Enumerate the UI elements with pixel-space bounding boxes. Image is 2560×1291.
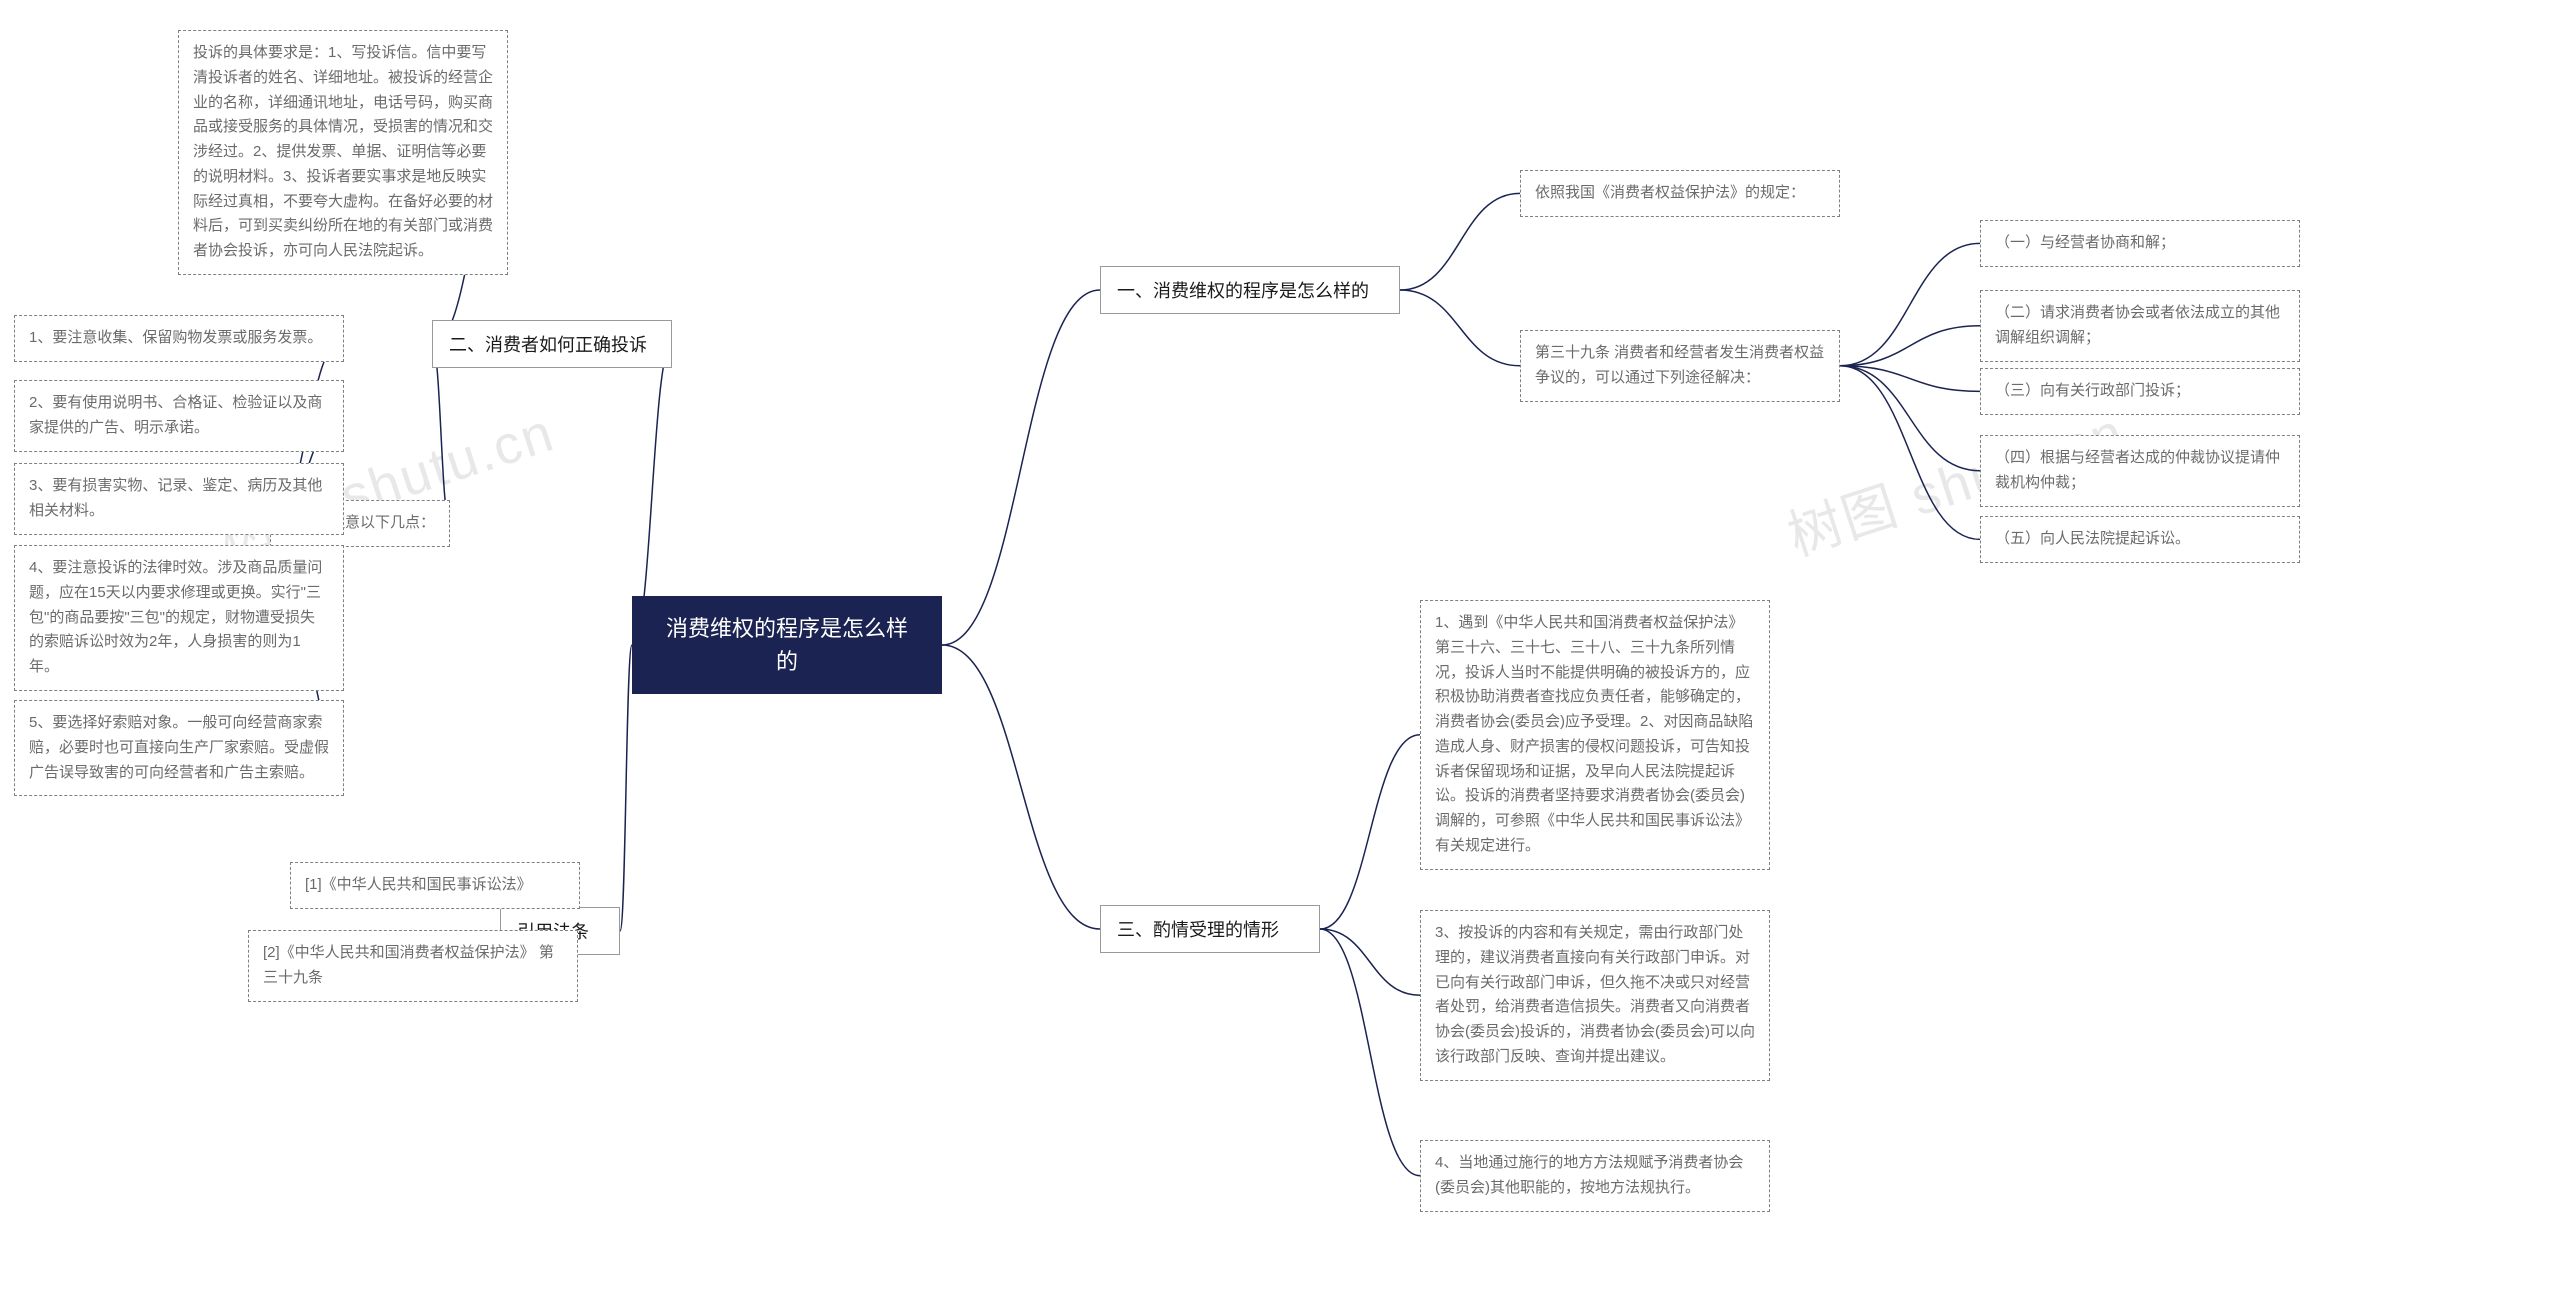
edge-b3-b3-1	[1320, 735, 1420, 929]
node-b1-2-2: （二）请求消费者协会或者依法成立的其他调解组织调解；	[1980, 290, 2300, 362]
node-b1-2: 第三十九条 消费者和经营者发生消费者权益争议的，可以通过下列途径解决：	[1520, 330, 1840, 402]
node-b1-2-5: （五）向人民法院提起诉讼。	[1980, 516, 2300, 563]
edge-b1-b1-1	[1400, 193, 1520, 290]
node-b3-1: 1、遇到《中华人民共和国消费者权益保护法》第三十六、三十七、三十八、三十九条所列…	[1420, 600, 1770, 870]
edge-b1-b1-2	[1400, 290, 1520, 366]
edge-b1-2-b1-2-5	[1840, 366, 1980, 540]
node-b1-1: 依照我国《消费者权益保护法》的规定：	[1520, 170, 1840, 217]
edge-center-l-b4	[620, 645, 632, 931]
edge-b1-2-b1-2-4	[1840, 366, 1980, 471]
node-b2-1: 投诉的具体要求是：1、写投诉信。信中要写清投诉者的姓名、详细地址。被投诉的经营企…	[178, 30, 508, 275]
edge-b1-2-b1-2-1	[1840, 243, 1980, 365]
node-b2-2-3: 3、要有损害实物、记录、鉴定、病历及其他相关材料。	[14, 463, 344, 535]
node-b1-2-3: （三）向有关行政部门投诉；	[1980, 368, 2300, 415]
node-b2-2-1: 1、要注意收集、保留购物发票或服务发票。	[14, 315, 344, 362]
edge-center-r-b1	[942, 290, 1100, 645]
node-b2-2-2: 2、要有使用说明书、合格证、检验证以及商家提供的广告、明示承诺。	[14, 380, 344, 452]
node-b1-2-4: （四）根据与经营者达成的仲裁协议提请仲裁机构仲裁；	[1980, 435, 2300, 507]
node-b4-1: [1]《中华人民共和国民事诉讼法》	[290, 862, 580, 909]
center-topic: 消费维权的程序是怎么样的	[632, 596, 942, 694]
node-b3-2: 3、按投诉的内容和有关规定，需由行政部门处理的，建议消费者直接向有关行政部门申诉…	[1420, 910, 1770, 1081]
edge-b3-b3-2	[1320, 929, 1420, 995]
edge-b1-2-b1-2-2	[1840, 326, 1980, 366]
edge-b2-b2-2	[432, 344, 450, 523]
edge-b3-b3-3	[1320, 929, 1420, 1176]
node-b3-3: 4、当地通过施行的地方方法规赋予消费者协会(委员会)其他职能的，按地方法规执行。	[1420, 1140, 1770, 1212]
edge-center-r-b3	[942, 645, 1100, 929]
node-b1: 一、消费维权的程序是怎么样的	[1100, 266, 1400, 314]
node-b2-2-5: 5、要选择好索赔对象。一般可向经营商家索赔，必要时也可直接向生产厂家索赔。受虚假…	[14, 700, 344, 796]
node-b2-2-4: 4、要注意投诉的法律时效。涉及商品质量问题，应在15天以内要求修理或更换。实行"…	[14, 545, 344, 691]
node-b4-2: [2]《中华人民共和国消费者权益保护法》 第三十九条	[248, 930, 578, 1002]
node-b1-2-1: （一）与经营者协商和解；	[1980, 220, 2300, 267]
node-b2: 二、消费者如何正确投诉	[432, 320, 672, 368]
node-b3: 三、酌情受理的情形	[1100, 905, 1320, 953]
